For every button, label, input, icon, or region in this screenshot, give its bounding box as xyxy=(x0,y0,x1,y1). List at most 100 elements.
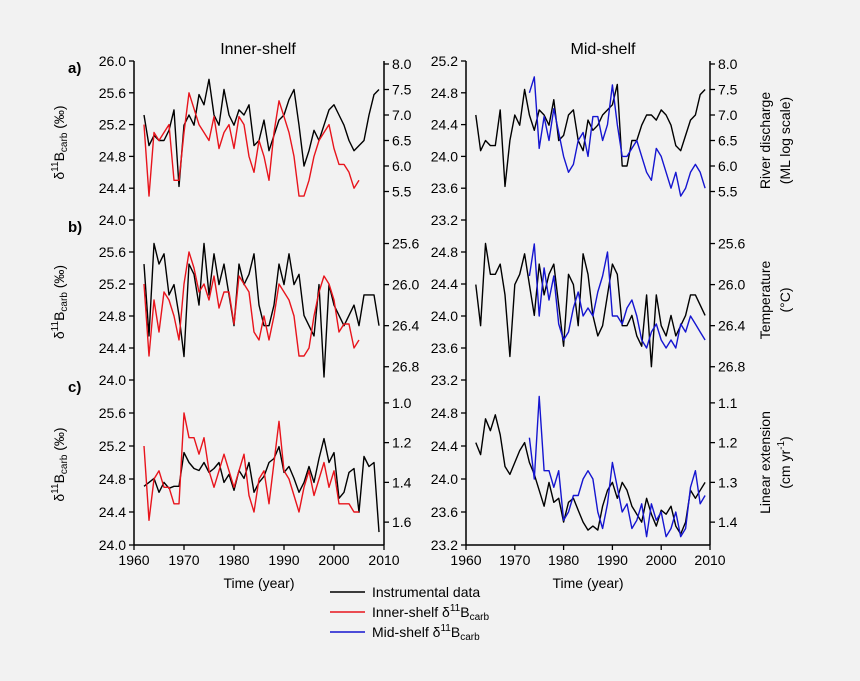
left-tick-label: 23.6 xyxy=(431,180,458,196)
right-tick-label: 26.0 xyxy=(718,277,745,293)
panel-label: a) xyxy=(68,60,81,77)
left-tick-label: 23.6 xyxy=(431,340,458,356)
inner-shelf-title: Inner-shelf xyxy=(220,41,296,58)
right-tick-label: 1.4 xyxy=(718,514,738,530)
series-mid-proxy xyxy=(528,76,706,197)
panel-c-inner: 24.0 24.4 24.8 25.2 25.6 1.0 1.2 1.4 1.6 1960 1970… xyxy=(50,379,412,591)
series-inner-proxy xyxy=(143,412,359,521)
panel-b-mid: 23.2 23.6 24.0 24.4 24.8 25.6 26.0 26.4 26.8 Temp… xyxy=(431,220,793,388)
panel-a-mid: 23.2 23.6 24.0 24.4 24.8 25.2 5.5 6.0 6.5 7.0 7.5 8… xyxy=(431,53,793,228)
mid-shelf-title: Mid-shelf xyxy=(571,41,636,58)
left-tick-label: 24.8 xyxy=(431,85,458,101)
x-tick-label: 2000 xyxy=(646,552,677,568)
left-tick-label: 24.4 xyxy=(99,180,126,196)
left-tick-label: 24.4 xyxy=(431,438,458,454)
right-tick-label: 1.3 xyxy=(718,474,738,490)
right-tick-label: 7.5 xyxy=(718,82,738,98)
series-mid-proxy xyxy=(528,243,706,349)
left-tick-label: 24.8 xyxy=(431,405,458,421)
right-tick-label: 1.4 xyxy=(392,474,412,490)
right-tick-label: 1.0 xyxy=(392,395,412,411)
right-tick-label: 5.5 xyxy=(392,184,412,200)
right-tick-label: 1.2 xyxy=(392,435,412,451)
right-tick-label: 25.6 xyxy=(718,236,745,252)
right-tick-label: 7.0 xyxy=(718,107,738,123)
series-instrumental xyxy=(475,242,706,368)
panel-c-mid: 23.2 23.6 24.0 24.4 24.8 1.1 1.2 1.3 1.4 1960 1970… xyxy=(431,380,793,591)
legend: Instrumental data Inner-shelf δ11BcarbMid… xyxy=(330,584,489,643)
legend-label: Mid-shelf δ11Bcarb xyxy=(372,623,480,643)
left-tick-label: 24.4 xyxy=(99,340,126,356)
panel-b-inner: 24.0 24.4 24.8 25.2 25.6 25.6 26.0 26.4 26.8 b) δ1… xyxy=(50,219,419,388)
x-tick-label: 2010 xyxy=(368,552,399,568)
right-tick-label: 1.2 xyxy=(718,435,738,451)
left-tick-label: 24.0 xyxy=(431,148,458,164)
left-tick-label: 24.8 xyxy=(99,471,126,487)
left-tick-label: 24.8 xyxy=(99,308,126,324)
left-tick-label: 25.6 xyxy=(99,405,126,421)
legend-label: Inner-shelf δ11Bcarb xyxy=(372,603,489,623)
left-tick-label: 24.0 xyxy=(99,537,126,553)
right-tick-label: 6.5 xyxy=(718,133,738,149)
series-instrumental xyxy=(143,78,380,188)
left-tick-label: 25.6 xyxy=(99,85,126,101)
right-tick-label: 26.8 xyxy=(718,359,745,375)
series-instrumental xyxy=(143,242,380,378)
right-tick-label: 8.0 xyxy=(392,56,412,72)
left-tick-label: 24.8 xyxy=(431,244,458,260)
x-tick-label: 1990 xyxy=(268,552,299,568)
right-tick-label: 8.0 xyxy=(718,56,738,72)
left-tick-label: 25.2 xyxy=(99,117,126,133)
panel-a-inner: 24.0 24.4 24.8 25.2 25.6 26.0 5.5 6.0 6.5 7.0 7.5 8… xyxy=(50,53,412,228)
series-instrumental xyxy=(143,437,380,533)
left-tick-label: 24.0 xyxy=(99,372,126,388)
x-tick-label: 1970 xyxy=(168,552,199,568)
legend-label: Instrumental data xyxy=(372,584,480,600)
plot-area: 24.0 24.4 24.8 25.2 25.6 26.0 5.5 6.0 6.5 7.0 7.5 8… xyxy=(50,53,793,591)
legend-entry-mid: Mid-shelf δ11Bcarb xyxy=(330,623,480,643)
right-tick-label: 26.4 xyxy=(718,318,745,334)
right-axis-label-units: (cm yr-1) xyxy=(776,436,793,488)
left-tick-label: 24.0 xyxy=(99,212,126,228)
left-tick-label: 23.2 xyxy=(431,372,458,388)
left-tick-label: 24.4 xyxy=(99,504,126,520)
right-axis-label: River discharge xyxy=(757,92,773,189)
left-tick-label: 23.6 xyxy=(431,504,458,520)
series-mid-proxy xyxy=(528,395,706,538)
right-tick-label: 7.5 xyxy=(392,82,412,98)
series-instrumental xyxy=(475,414,706,535)
right-tick-label: 1.6 xyxy=(392,514,412,530)
right-axis-label-units: (ML log scale) xyxy=(777,97,793,184)
x-axis-label: Time (year) xyxy=(223,575,294,591)
right-axis-label: Linear extension xyxy=(757,411,773,514)
right-tick-label: 25.6 xyxy=(392,236,419,252)
x-tick-label: 1960 xyxy=(118,552,149,568)
right-tick-label: 26.0 xyxy=(392,277,419,293)
left-axis-label: δ11Bcarb (‰) xyxy=(50,105,70,179)
left-tick-label: 24.0 xyxy=(431,308,458,324)
x-tick-label: 1980 xyxy=(548,552,579,568)
panel-label: b) xyxy=(68,219,82,236)
left-axis-label: δ11Bcarb (‰) xyxy=(50,265,70,339)
legend-entry-instrumental: Instrumental data xyxy=(330,584,480,600)
right-axis-label: Temperature xyxy=(757,260,773,339)
left-tick-label: 24.0 xyxy=(431,471,458,487)
legend-entry-inner: Inner-shelf δ11Bcarb xyxy=(330,603,489,623)
left-tick-label: 23.2 xyxy=(431,537,458,553)
x-tick-label: 2010 xyxy=(694,552,725,568)
right-tick-label: 6.0 xyxy=(392,158,412,174)
right-tick-label: 6.0 xyxy=(718,158,738,174)
right-tick-label: 26.8 xyxy=(392,359,419,375)
left-tick-label: 25.2 xyxy=(99,438,126,454)
series-instrumental xyxy=(475,83,706,188)
left-tick-label: 25.2 xyxy=(99,276,126,292)
x-tick-label: 1970 xyxy=(499,552,530,568)
x-tick-label: 1960 xyxy=(450,552,481,568)
right-tick-label: 7.0 xyxy=(392,107,412,123)
left-tick-label: 24.8 xyxy=(99,148,126,164)
right-tick-label: 1.1 xyxy=(718,395,738,411)
x-axis-label: Time (year) xyxy=(552,575,623,591)
right-tick-label: 5.5 xyxy=(718,184,738,200)
right-tick-label: 6.5 xyxy=(392,133,412,149)
